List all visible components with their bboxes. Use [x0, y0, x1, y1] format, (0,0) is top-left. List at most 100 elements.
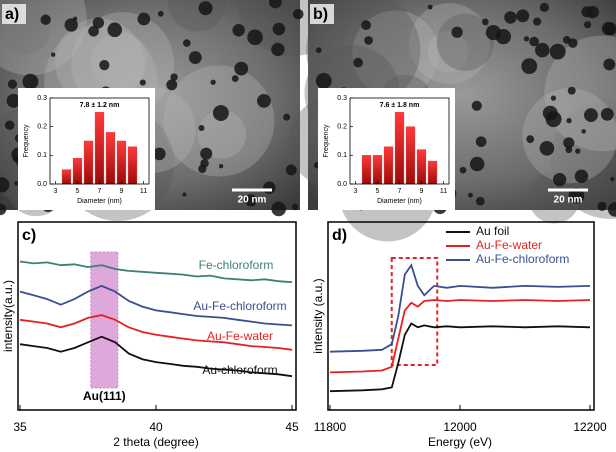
nanoparticle	[315, 47, 322, 54]
nanoparticle	[107, 22, 123, 38]
series-label: Au-chloroform	[202, 363, 277, 377]
nanoparticle	[210, 79, 216, 85]
nanoparticle	[188, 51, 202, 64]
nanoparticle	[170, 73, 178, 81]
nanoparticle	[566, 117, 572, 124]
series-line	[19, 314, 293, 351]
nanoparticle	[584, 21, 592, 29]
nanoparticle	[567, 86, 576, 95]
nanoparticle	[14, 181, 19, 186]
nanoparticle	[99, 60, 110, 71]
nanoparticle	[4, 120, 15, 130]
tem-support	[544, 35, 616, 152]
legend-label: Au foil	[476, 224, 509, 238]
x-tick-label: 45	[285, 420, 299, 434]
nanoparticle	[526, 135, 535, 144]
nanoparticle	[283, 113, 291, 121]
nanoparticle	[272, 22, 286, 36]
x-tick-label: 40	[149, 420, 163, 434]
series-line	[329, 322, 591, 393]
nanoparticle	[535, 42, 550, 58]
nanoparticle	[586, 5, 599, 19]
tem-support	[91, 32, 148, 90]
nanoparticle	[72, 16, 78, 21]
nanoparticle	[427, 4, 433, 10]
tem-support	[352, 10, 440, 98]
nanoparticle	[361, 20, 371, 30]
x-axis-label: 2 theta (degree)	[113, 435, 198, 449]
x-tick-label: 7	[98, 188, 102, 195]
nanoparticle	[285, 164, 297, 176]
x-tick-label: 35	[13, 420, 27, 434]
annotation: Au(111)	[83, 389, 126, 403]
nanoparticle	[269, 0, 282, 9]
series-line	[19, 284, 293, 327]
bar	[427, 160, 438, 185]
x-tick-label: 5	[76, 188, 80, 195]
panel-label-bg	[310, 4, 334, 24]
nanoparticle	[607, 201, 616, 217]
bar	[61, 169, 72, 185]
bar	[394, 112, 405, 185]
x-tick-label: 11800	[314, 420, 347, 434]
tem-support	[427, 31, 469, 73]
y-axis-label: Frequency	[323, 124, 330, 158]
y-axis-label: intensity(a.u.)	[1, 280, 15, 352]
nanoparticle	[467, 192, 473, 198]
x-tick-label: 7	[398, 188, 402, 195]
x-axis-label: Diameter (nm)	[377, 198, 422, 205]
nanoparticle	[157, 10, 164, 17]
nanoparticle	[600, 107, 614, 121]
inset-title: 7.8 ± 1.2 nm	[80, 102, 120, 109]
nanoparticle	[603, 58, 616, 71]
panel-label: b)	[313, 6, 328, 23]
bar	[127, 146, 138, 185]
bar	[94, 112, 105, 185]
plot-frame	[327, 221, 595, 411]
nanoparticle	[516, 9, 530, 23]
nanoparticle	[291, 203, 299, 211]
scale-bar-label: 20 nm	[238, 195, 267, 206]
nanoparticle	[198, 125, 205, 131]
x-tick-label: 11	[140, 188, 147, 195]
y-tick-label: 0.2	[337, 124, 347, 131]
series-line	[329, 263, 591, 353]
x-tick-label: 12200	[573, 420, 607, 434]
nanoparticle	[601, 21, 616, 36]
nanoparticle	[88, 25, 99, 37]
nanoparticle	[166, 79, 178, 91]
nanoparticle	[271, 42, 285, 57]
y-axis-label: Frequency	[23, 124, 30, 158]
bar	[105, 132, 116, 185]
nanoparticle	[232, 24, 245, 37]
nanoparticle	[231, 75, 239, 82]
y-tick-label: 0.1	[337, 152, 347, 159]
nanoparticle	[50, 52, 56, 57]
y-tick-label: 0.0	[37, 181, 47, 188]
tem-support	[55, 18, 144, 107]
x-tick-label: 12000	[443, 420, 477, 434]
nanoparticle	[364, 36, 373, 45]
nanoparticle	[183, 39, 191, 47]
nanoparticle	[597, 201, 607, 211]
nanoparticle	[475, 196, 485, 206]
bar	[372, 155, 383, 185]
panel-label: c)	[22, 227, 36, 244]
nanoparticle	[568, 38, 578, 48]
bar	[116, 140, 127, 185]
nanoparticle	[22, 73, 39, 90]
nanoparticle	[200, 147, 213, 160]
plot-frame	[17, 221, 297, 411]
series-label: Fe-chloroform	[199, 258, 274, 272]
x-axis-label: Energy (eV)	[428, 435, 492, 449]
tem-support	[409, 3, 491, 84]
nanoparticle	[553, 173, 567, 187]
x-tick-label: 11	[440, 188, 447, 195]
nanoparticle	[475, 136, 487, 148]
bar	[416, 149, 427, 185]
nanoparticle	[495, 28, 512, 45]
nanoparticle	[529, 36, 539, 47]
inset-title: 7.6 ± 1.8 nm	[380, 102, 420, 109]
bar	[405, 126, 416, 185]
